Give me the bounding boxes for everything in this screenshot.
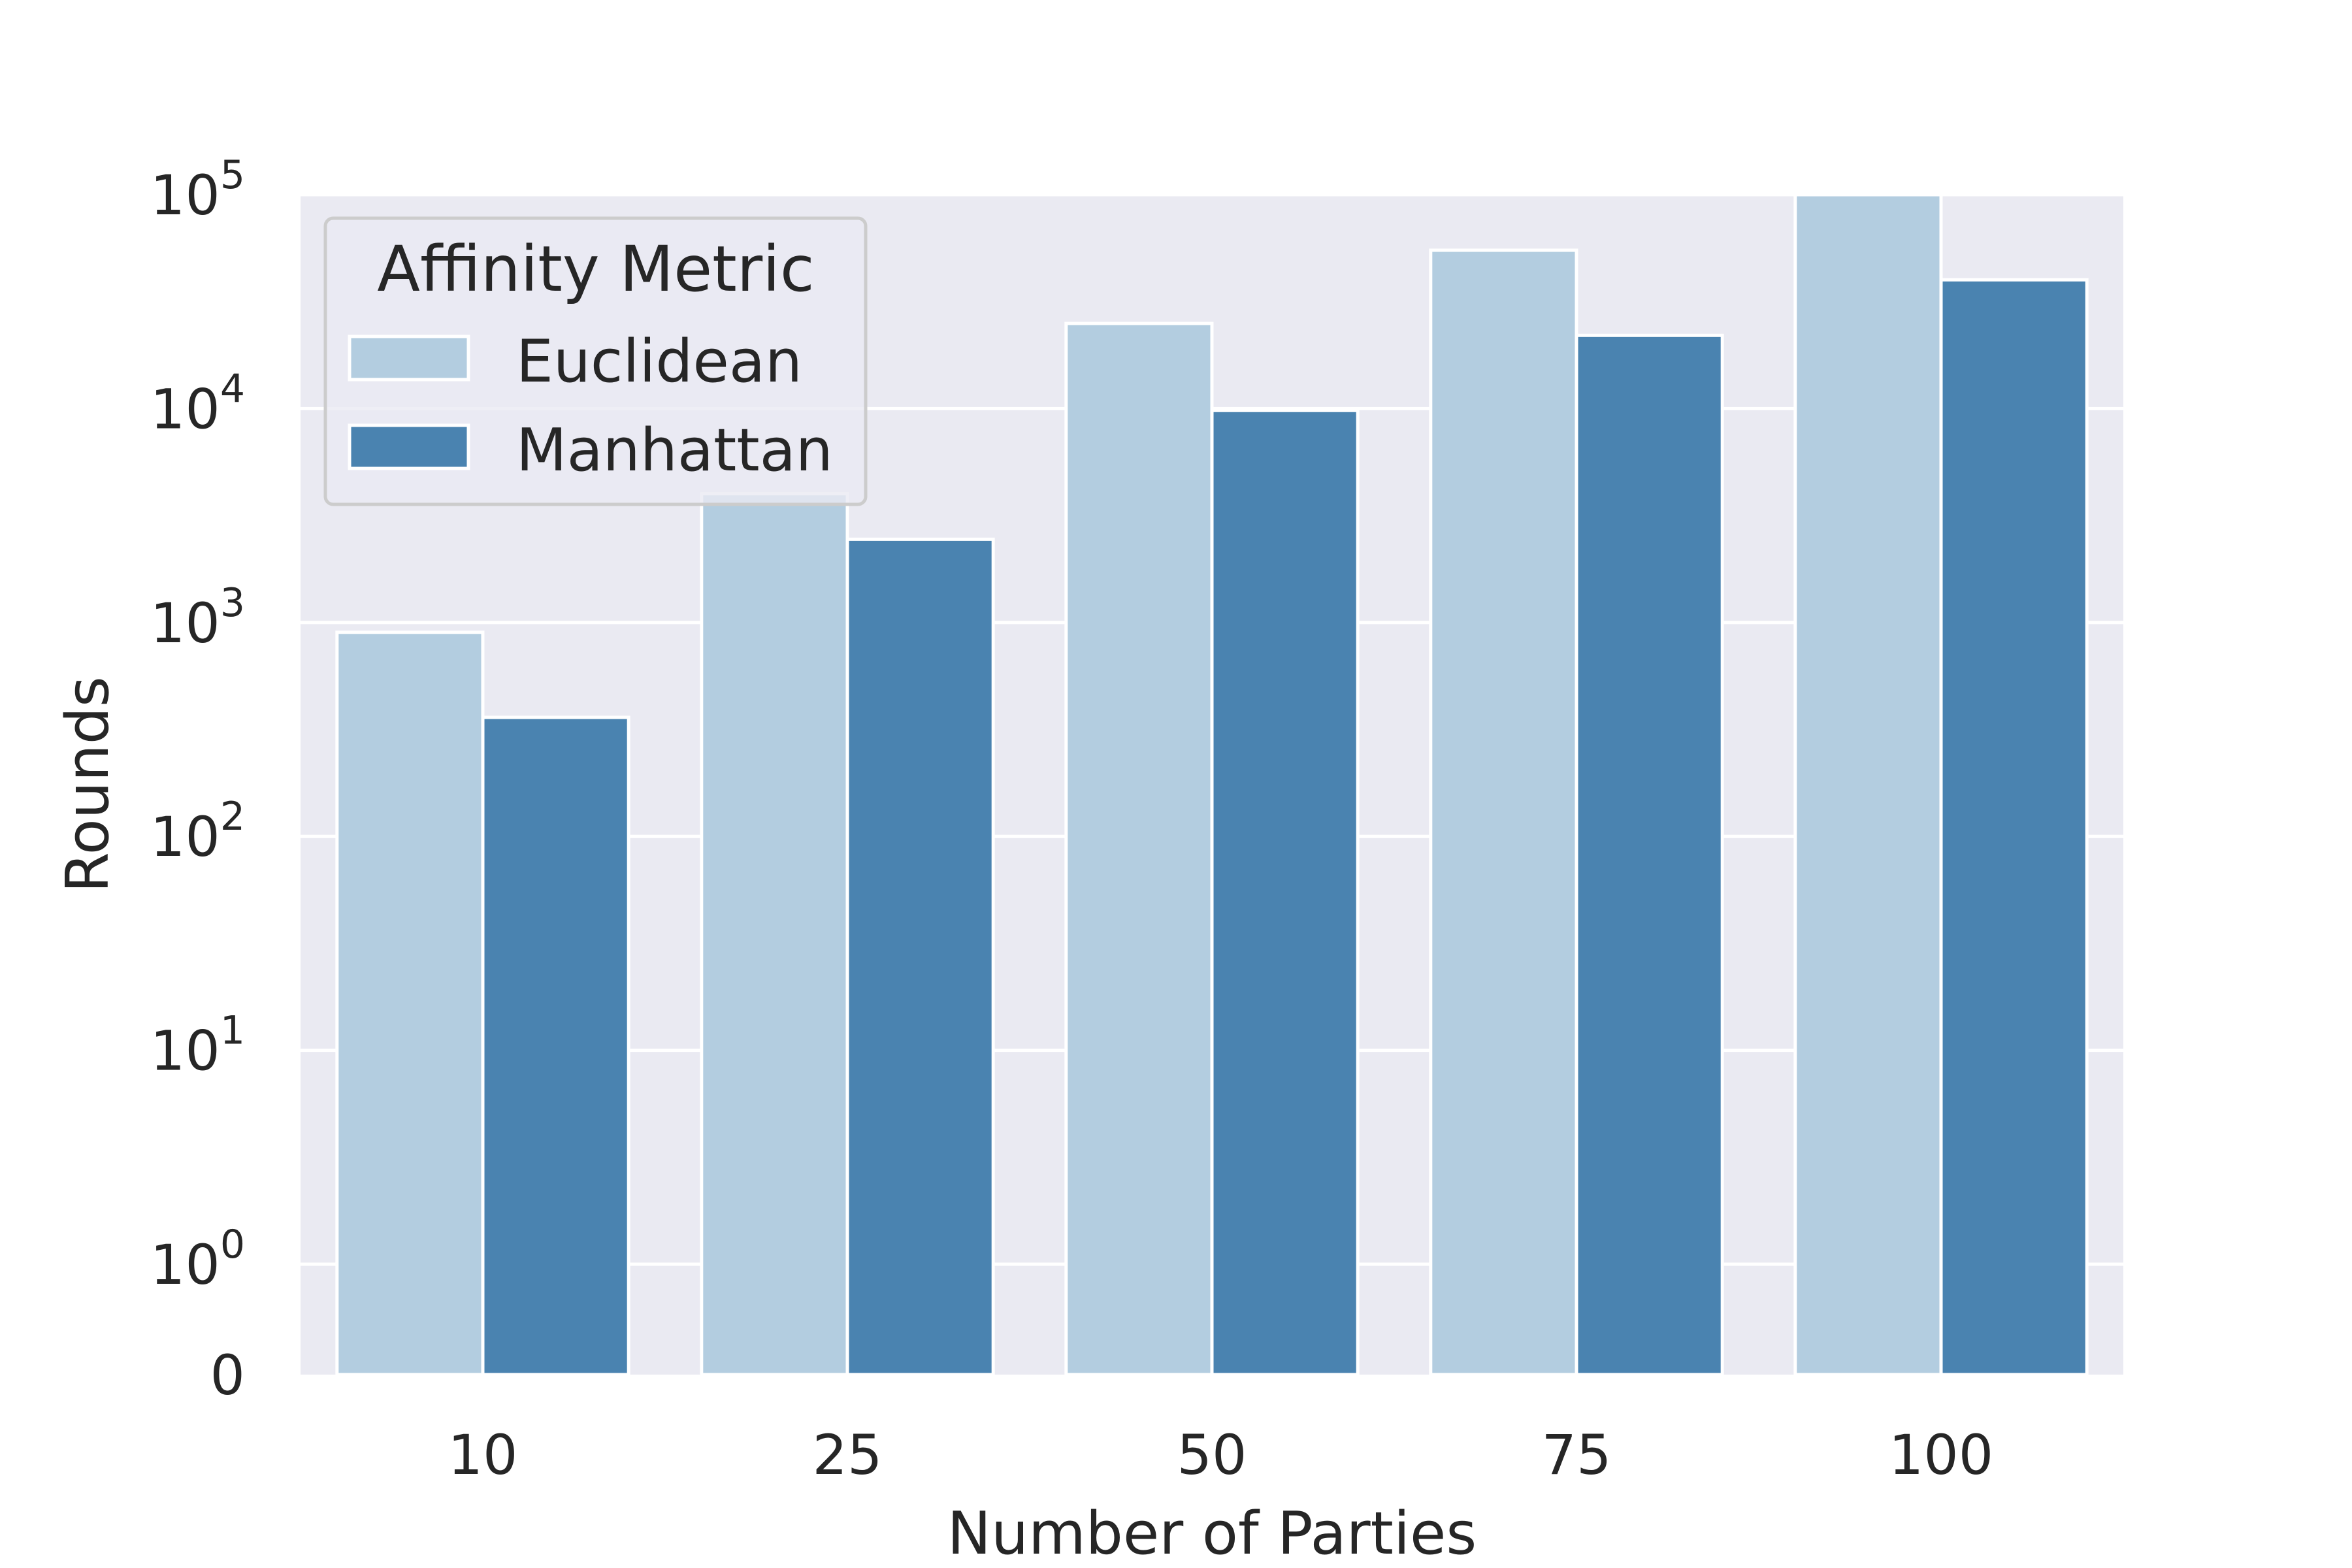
- bar-manhattan-100: [1939, 278, 2089, 1377]
- x-tick-label: 10: [448, 1423, 518, 1487]
- bar-euclidean-50: [1064, 321, 1214, 1377]
- y-axis-label: Rounds: [54, 676, 122, 893]
- y-tick-label: 104: [150, 366, 245, 441]
- bar-manhattan-10: [481, 715, 630, 1377]
- x-tick-label: 75: [1542, 1423, 1612, 1487]
- y-tick-label: 101: [150, 1008, 245, 1083]
- legend-title: Affinity Metric: [377, 233, 814, 306]
- y-tick-label: 100: [150, 1222, 245, 1297]
- bars: [335, 193, 2089, 1377]
- bar-euclidean-75: [1429, 248, 1578, 1377]
- legend-swatch-euclidean: [348, 335, 470, 382]
- legend-label-manhattan: Manhattan: [516, 416, 833, 485]
- bar-manhattan-25: [845, 537, 995, 1377]
- x-axis-label: Number of Parties: [947, 1499, 1477, 1568]
- y-tick-label: 0: [210, 1343, 245, 1407]
- legend-swatch-manhattan: [348, 423, 470, 470]
- x-tick-label: 25: [813, 1423, 883, 1487]
- y-tick-label: 103: [150, 580, 245, 655]
- bar-manhattan-50: [1210, 408, 1360, 1377]
- legend-label-euclidean: Euclidean: [516, 327, 802, 396]
- y-tick-label: 105: [150, 152, 245, 227]
- bar-manhattan-75: [1575, 333, 1724, 1377]
- y-tick-labels: 0 100 101 102 103 104 105: [150, 152, 245, 1407]
- bar-euclidean-100: [1793, 193, 1943, 1377]
- x-tick-label: 50: [1177, 1423, 1247, 1487]
- x-tick-label: 100: [1889, 1423, 1993, 1487]
- bar-euclidean-25: [700, 492, 849, 1377]
- bar-euclidean-10: [335, 630, 485, 1377]
- y-tick-label: 102: [150, 794, 245, 869]
- x-tick-labels: 10 25 50 75 100: [448, 1423, 1994, 1487]
- legend: Affinity Metric Euclidean Manhattan: [323, 216, 868, 506]
